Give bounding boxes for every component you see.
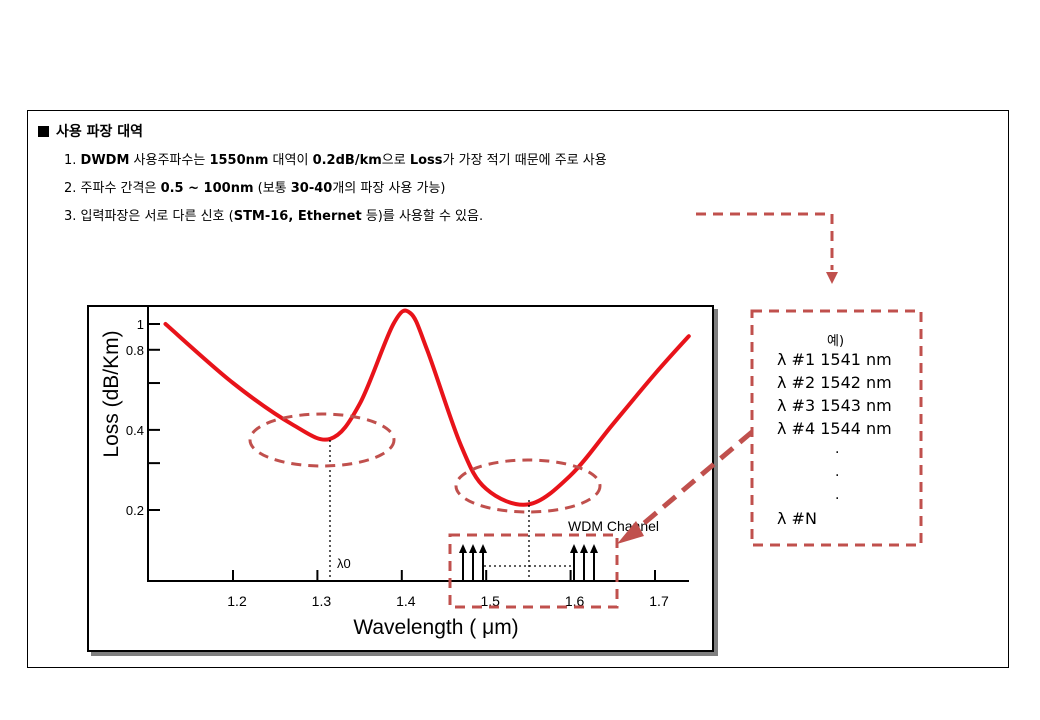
x-tick-labels: 1.2 1.3 1.4 1.5 1.6 1.7: [227, 593, 669, 609]
channel-arrowhead-icon: [479, 544, 487, 553]
note-text: 주파수 간격은: [76, 181, 161, 196]
y-axis-label: Loss (dB/Km): [100, 330, 123, 457]
example-dot-1: ·: [835, 445, 840, 461]
heading-text: 사용 파장 대역: [56, 124, 144, 140]
x-tick-label: 1.6: [565, 593, 585, 609]
x-axis-label: Wavelength ( μm): [353, 616, 518, 639]
example-box-border: [750, 309, 923, 547]
y-ticks: [148, 323, 160, 511]
note-text: 사용주파수는: [129, 153, 210, 168]
connector-arrowhead-icon: [826, 272, 838, 284]
note-bold: 1550nm: [209, 153, 269, 168]
note-text: 등)를 사용할 수 있음.: [361, 209, 484, 224]
note-item-1: 1. DWDM 사용주파수는 1550nm 대역이 0.2dB/km으로 Los…: [64, 149, 607, 168]
channel-arrowhead-icon: [459, 544, 467, 553]
example-line-4: λ #4 1544 nm: [777, 419, 892, 438]
note-item-2: 2. 주파수 간격은 0.5 ~ 100nm (보통 30-40개의 파장 사용…: [64, 177, 446, 196]
note-item-3: 3. 입력파장은 서로 다른 신호 (STM-16, Ethernet 등)를 …: [64, 205, 483, 224]
channel-arrowhead-icon: [469, 544, 477, 553]
note-bold: 0.2dB/km: [312, 153, 382, 168]
example-last-line: λ #N: [777, 509, 817, 528]
note-number: 3.: [64, 209, 77, 224]
y-tick-label: 1: [137, 317, 144, 332]
y-tick-labels: 1 0.8 0.4 0.2: [126, 317, 144, 518]
example-title: 예): [827, 334, 845, 349]
window-1550-highlight: [454, 458, 602, 514]
notes-connector: [696, 212, 834, 270]
slide-frame: [27, 110, 1009, 668]
y-tick-label: 0.4: [126, 423, 144, 438]
wdm-channel-box: [448, 533, 619, 609]
channel-arrowhead-icon: [580, 544, 588, 553]
note-bold: Loss: [409, 153, 443, 168]
x-tick-label: 1.4: [396, 593, 416, 609]
lambda0-label: λ0: [337, 556, 351, 571]
bullet-square-icon: [38, 126, 49, 137]
note-bold: 0.5 ~ 100nm: [160, 181, 254, 196]
x-tick-label: 1.7: [649, 593, 669, 609]
note-bold: 30-40: [290, 181, 333, 196]
note-text: 으로: [381, 153, 410, 168]
example-dot-3: ·: [835, 491, 840, 507]
loss-curve: [163, 308, 691, 507]
note-text: 입력파장은 서로 다른 신호 (: [76, 209, 234, 224]
channel-arrowhead-icon: [590, 544, 598, 553]
x-ticks: [232, 570, 656, 581]
note-text: 대역이: [268, 153, 313, 168]
note-number: 1.: [64, 153, 77, 168]
example-line-1: λ #1 1541 nm: [777, 350, 892, 369]
note-number: 2.: [64, 181, 77, 196]
x-tick-label: 1.3: [312, 593, 332, 609]
note-bold: DWDM: [80, 153, 130, 168]
section-heading: 사용 파장 대역: [38, 121, 143, 141]
example-connector: [634, 430, 754, 532]
channel-arrows: [459, 544, 598, 581]
x-tick-label: 1.2: [227, 593, 247, 609]
y-tick-label: 0.8: [126, 343, 144, 358]
note-text: 가 가장 적기 때문에 주로 사용: [442, 153, 607, 168]
note-bold: STM-16, Ethernet: [233, 209, 362, 224]
channel-arrowhead-icon: [570, 544, 578, 553]
example-dot-2: ·: [835, 468, 840, 484]
note-text: (보통: [253, 181, 291, 196]
x-tick-label: 1.5: [480, 593, 500, 609]
example-line-2: λ #2 1542 nm: [777, 373, 892, 392]
window-1310-highlight: [248, 412, 396, 468]
example-line-3: λ #3 1543 nm: [777, 396, 892, 415]
example-box: 예) λ #1 1541 nm λ #2 1542 nm λ #3 1543 n…: [751, 311, 921, 545]
note-text: 개의 파장 사용 가능): [332, 181, 446, 196]
y-tick-label: 0.2: [126, 503, 144, 518]
chart-frame: [87, 305, 714, 652]
example-arrowhead-icon: [617, 521, 644, 544]
